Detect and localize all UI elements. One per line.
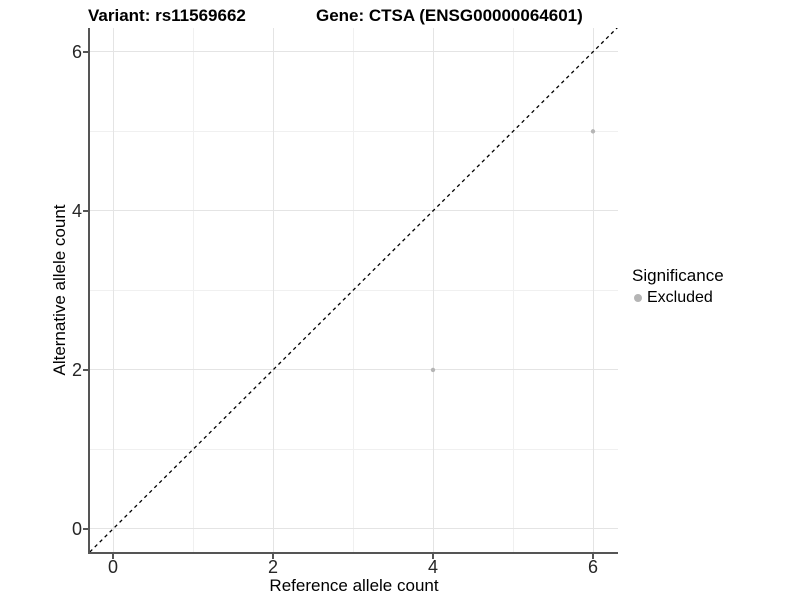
x-axis-tick: [272, 554, 274, 559]
x-axis-line: [88, 552, 618, 554]
y-axis-tick: [83, 50, 88, 53]
y-gridline-minor: [90, 130, 618, 132]
y-axis-tick: [83, 368, 88, 371]
plot-title-variant: Variant: rs11569662: [88, 6, 246, 25]
legend-entry-label: Excluded: [647, 289, 713, 306]
plot-title-gene: Gene: CTSA (ENSG00000064601): [316, 6, 583, 25]
x-axis-tick: [592, 554, 594, 559]
x-axis-tick: [432, 554, 434, 559]
y-axis-tick: [83, 209, 88, 212]
x-gridline-major: [272, 28, 274, 552]
y-axis-line: [88, 28, 90, 554]
data-point-excluded: [590, 129, 596, 134]
x-tick-label: 2: [267, 557, 278, 577]
y-gridline-major: [90, 369, 618, 371]
x-axis-title: Reference allele count: [269, 576, 439, 595]
y-tick-label: 4: [71, 200, 82, 221]
y-gridline-major: [90, 210, 618, 212]
data-point-excluded: [430, 367, 436, 373]
y-tick-label: 2: [71, 359, 82, 380]
y-gridline-major: [90, 528, 618, 530]
y-axis-title: Alternative allele count: [50, 204, 69, 376]
excluded-point-icon: [634, 294, 642, 302]
y-gridline-minor: [90, 448, 618, 450]
x-tick-label: 0: [107, 557, 118, 577]
y-gridline-minor: [90, 289, 618, 291]
y-tick-label: 0: [71, 518, 82, 539]
plot-panel: [90, 28, 618, 552]
chart-canvas: [90, 28, 618, 552]
legend: Significance Excluded: [630, 266, 724, 307]
legend-entry-excluded: Excluded: [634, 289, 724, 307]
x-tick-label: 4: [427, 557, 438, 577]
x-gridline-major: [112, 28, 114, 552]
x-gridline-major: [432, 28, 434, 552]
identity-dashed-line: [90, 28, 618, 552]
y-gridline-major: [90, 51, 618, 53]
x-gridline-major: [592, 28, 594, 552]
x-tick-label: 6: [587, 557, 598, 577]
y-axis-tick: [83, 527, 88, 530]
y-tick-label: 6: [71, 41, 82, 62]
legend-title: Significance: [632, 266, 724, 285]
x-axis-tick: [112, 554, 114, 559]
